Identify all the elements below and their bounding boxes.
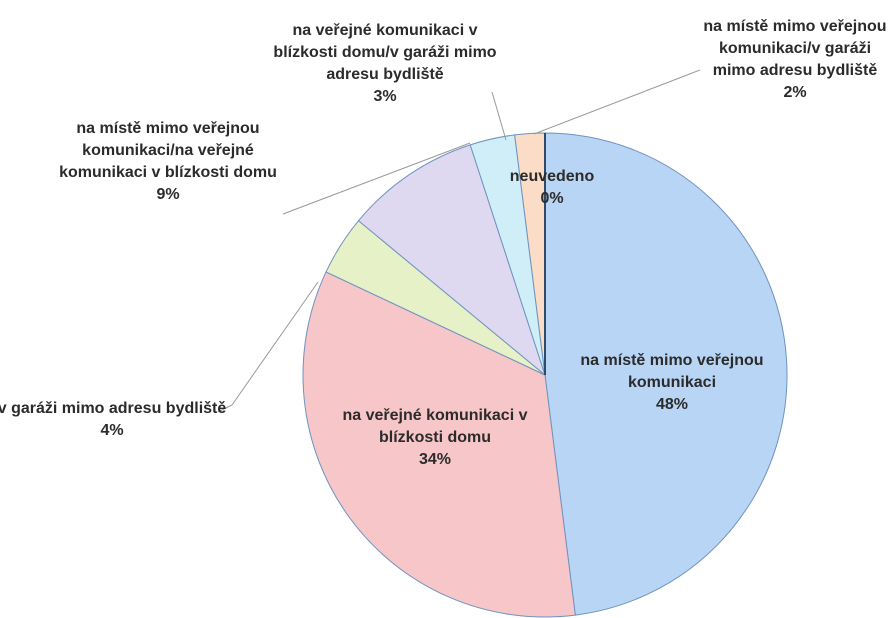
leader-line (533, 69, 701, 135)
pie-slice (544, 132, 788, 616)
data-label: na místě mimo veřejnou komunikaci/na veř… (53, 118, 283, 206)
category-label: na místě mimo veřejnou komunikaci/v gará… (703, 18, 887, 79)
data-label: v garáži mimo adresu bydliště 4% (0, 398, 227, 442)
category-label: v garáži mimo adresu bydliště (0, 400, 227, 417)
value-label: 0% (540, 190, 564, 207)
value-label: 34% (418, 451, 452, 468)
value-label: 2% (783, 84, 807, 101)
data-label: neuvedeno 0% (497, 166, 607, 210)
data-label: na veřejné komunikaci v blízkosti domu/v… (260, 20, 510, 108)
value-label: 3% (373, 88, 397, 105)
leader-line (217, 281, 319, 413)
value-label: 4% (100, 422, 124, 439)
data-label: na veřejné komunikaci v blízkosti domu 34… (320, 405, 550, 471)
leader-line (491, 91, 507, 141)
category-label: na místě mimo veřejnou komunikaci/na veř… (59, 120, 277, 181)
value-label: 48% (655, 396, 689, 413)
leader-line (282, 142, 471, 215)
pie-slice (357, 144, 547, 377)
value-label: 9% (156, 186, 180, 203)
pie-slice (302, 271, 576, 618)
category-label: na místě mimo veřejnou komunikaci (580, 352, 764, 391)
data-label: na místě mimo veřejnou komunikaci 48% (567, 350, 777, 416)
category-label: neuvedeno (509, 168, 595, 185)
data-label: na místě mimo veřejnou komunikaci/v gará… (700, 16, 890, 104)
category-label: na veřejné komunikaci v blízkosti domu/v… (273, 22, 497, 83)
category-label: na veřejné komunikaci v blízkosti domu (342, 407, 528, 446)
